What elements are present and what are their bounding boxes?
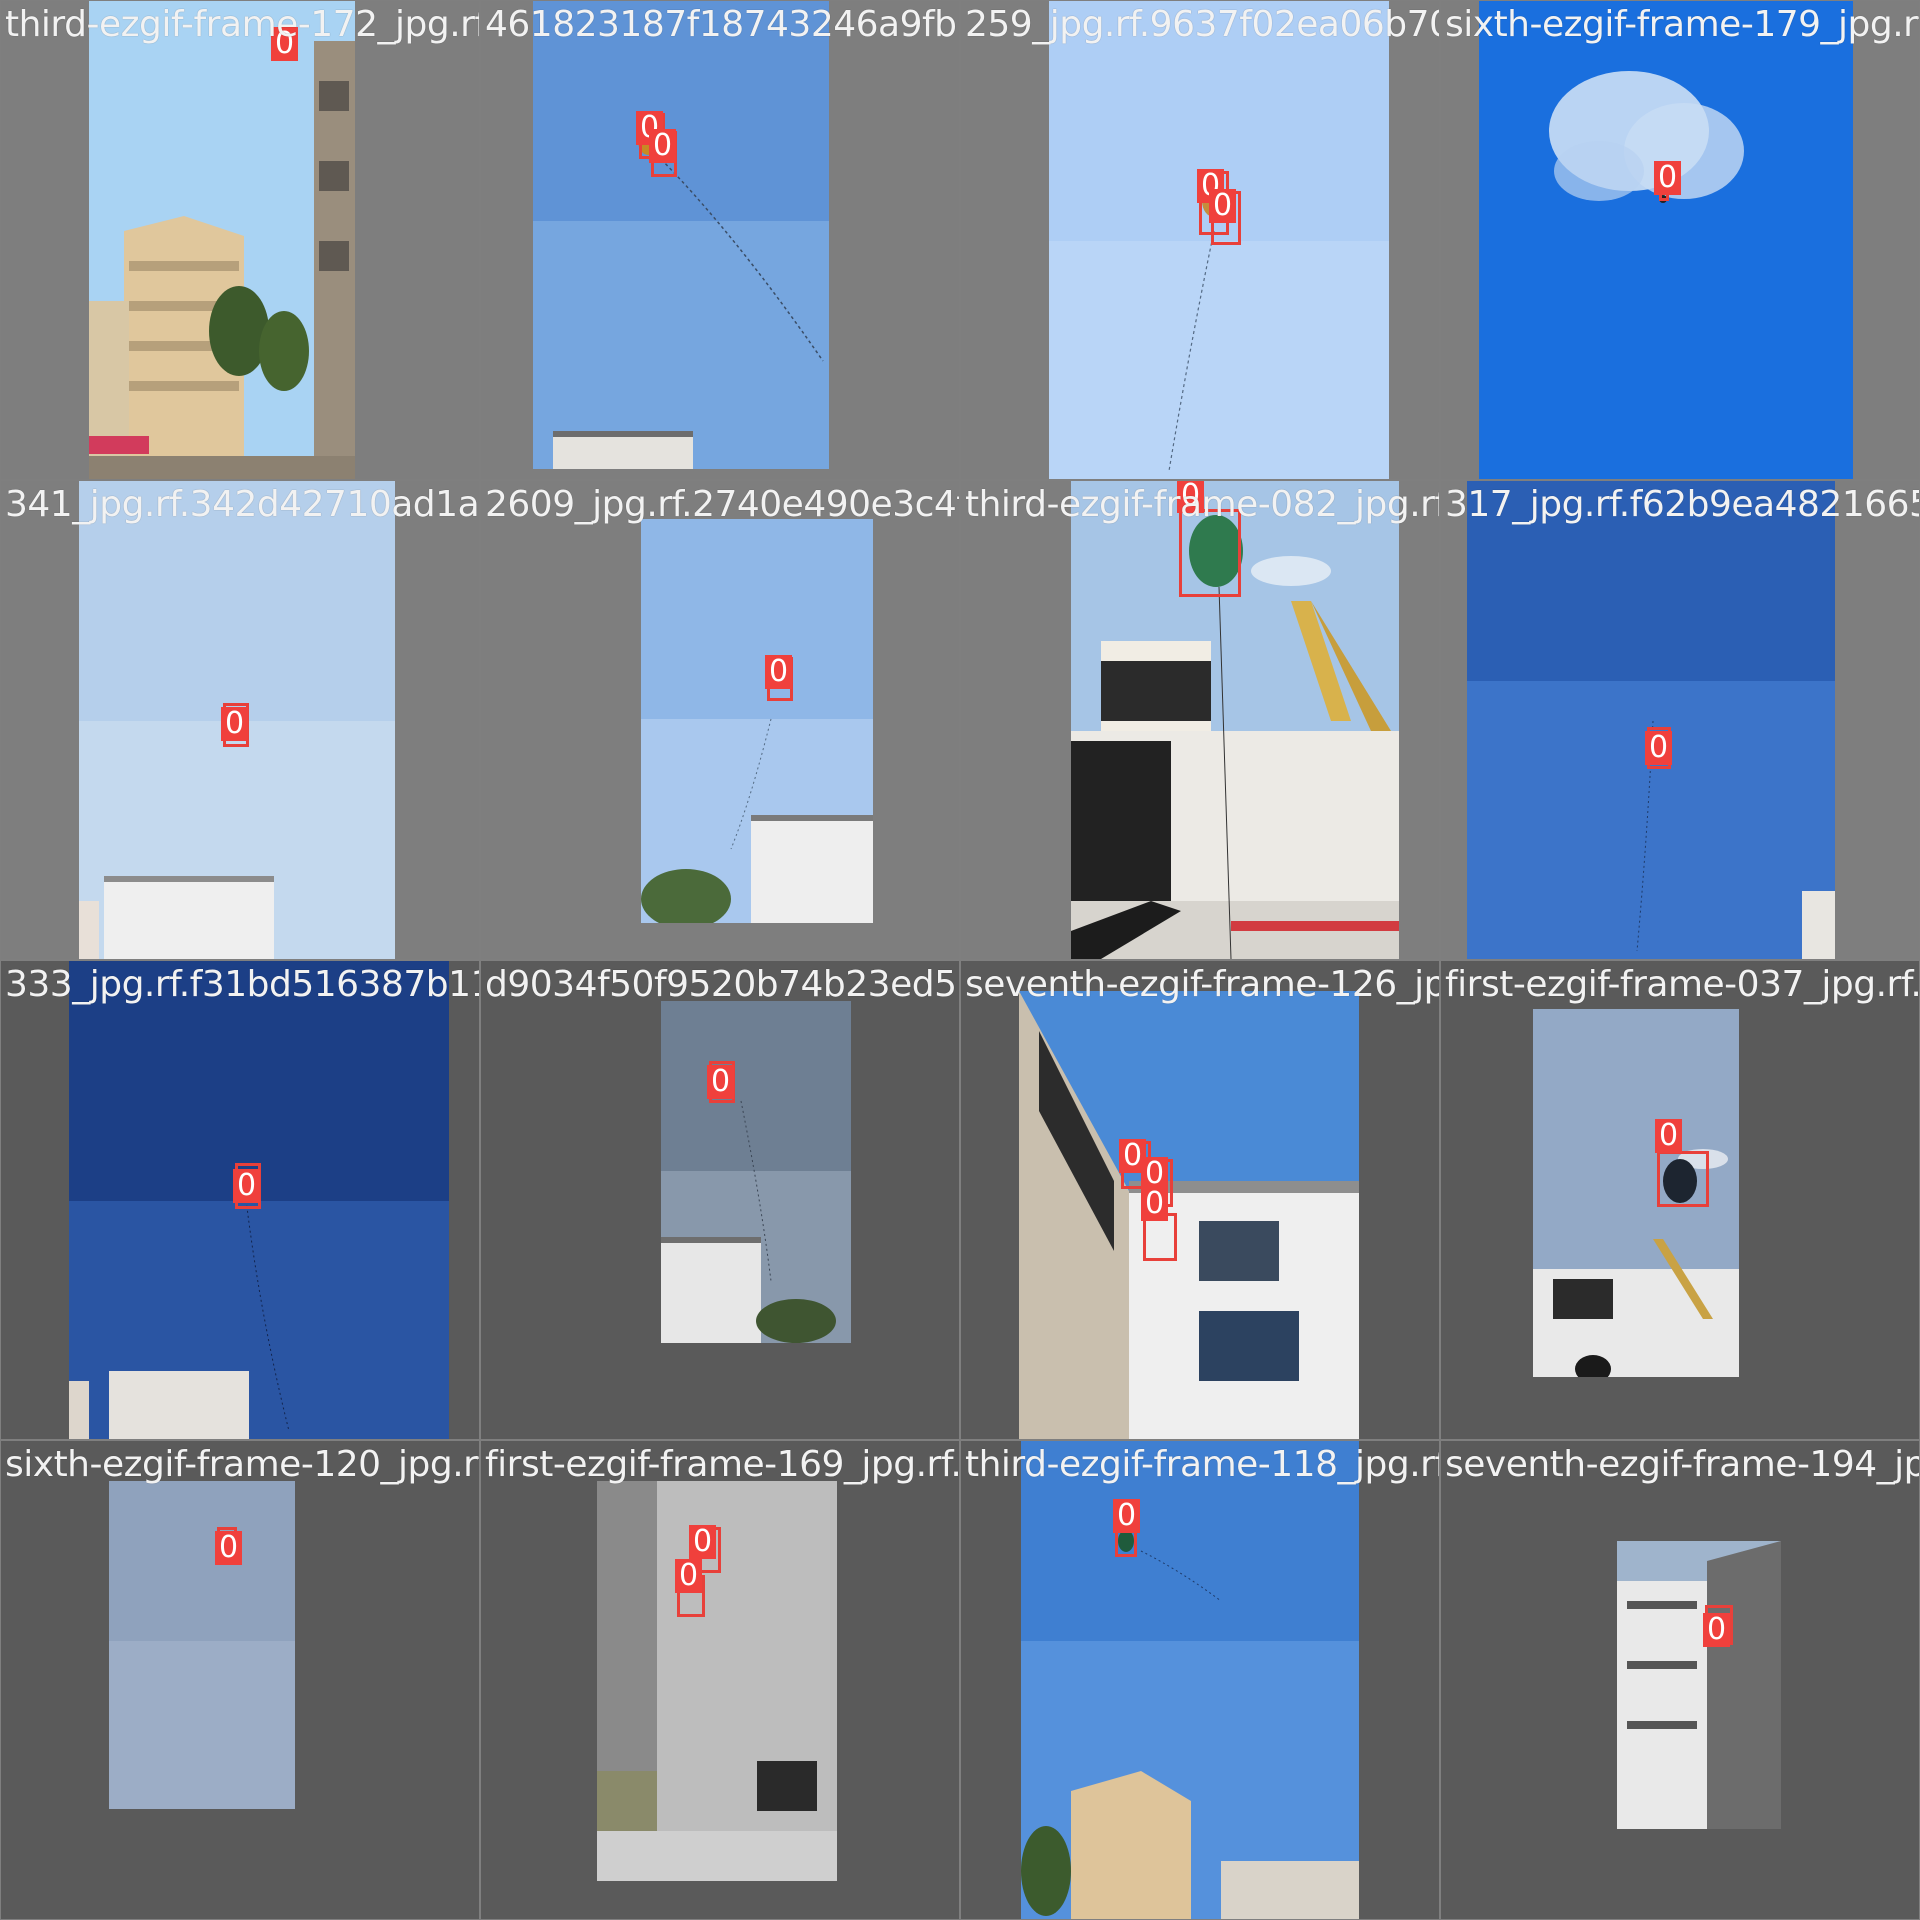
mosaic-tile: 0 0 0 seventh-ezgif-frame-126_jpg.rf.a [961, 961, 1439, 1439]
tile-photo [1479, 1, 1853, 479]
mosaic-tile: 0 0 461823187f18743246a9fbbcb259jpg.rf.9… [481, 1, 959, 479]
detection-label: 0 [1655, 1119, 1682, 1153]
image-filename: seventh-ezgif-frame-194_jpg [1445, 1445, 1919, 1485]
image-filename: 2609_jpg.rf.2740e490e3c4fe [485, 485, 959, 525]
tile-photo [1019, 991, 1359, 1439]
image-filename: 333_jpg.rf.f31bd516387b11 [5, 965, 479, 1005]
mosaic-tile: 0 0 first-ezgif-frame-169_jpg.rf.1 [481, 1441, 959, 1919]
tile-photo [661, 1001, 851, 1343]
detection-label: 0 [765, 655, 792, 689]
image-filename: 259_jpg.rf.9637f02ea06b70205sixth-ezgif-… [965, 5, 1439, 45]
image-filename: third-ezgif-frame-082_jpg.rf.6 [965, 485, 1439, 525]
detection-label: 0 [675, 1559, 702, 1593]
mosaic-tile: 0 d9034f50f9520b74b23ed51 [481, 961, 959, 1439]
tile-photo [109, 1481, 295, 1809]
mosaic-tile: 0 sixth-ezgif-frame-120_jpg.rf. [1, 1441, 479, 1919]
detection-label: 0 [649, 129, 676, 163]
image-filename: seventh-ezgif-frame-126_jpg.rf.a [965, 965, 1439, 1005]
mosaic-tile: 0 317_jpg.rf.f62b9ea4821665f [1441, 481, 1919, 959]
tile-photo [1467, 481, 1835, 959]
tile-photo [641, 519, 873, 923]
detection-label: 0 [221, 707, 248, 741]
detection-label: 0 [1654, 161, 1681, 195]
detection-label: 0 [1113, 1499, 1140, 1533]
tile-photo [533, 1, 829, 469]
detection-label: 0 [707, 1065, 734, 1099]
mosaic-tile: 0 third-ezgif-frame-118_jpg.rf. [961, 1441, 1439, 1919]
image-filename: sixth-ezgif-frame-179_jpg.rf. [1445, 5, 1919, 45]
detection-label: 0 [215, 1531, 242, 1565]
detection-label: 0 [1703, 1613, 1730, 1647]
detection-label: 0 [1209, 189, 1236, 223]
image-filename: d9034f50f9520b74b23ed51 [485, 965, 959, 1005]
image-filename: sixth-ezgif-frame-120_jpg.rf. [5, 1445, 479, 1485]
image-filename: 317_jpg.rf.f62b9ea4821665f [1445, 485, 1919, 525]
image-filename: first-ezgif-frame-037_jpg.rf.3 [1445, 965, 1919, 1005]
mosaic-tile: 0 first-ezgif-frame-037_jpg.rf.3 [1441, 961, 1919, 1439]
mosaic-tile: 0 2609_jpg.rf.2740e490e3c4fe [481, 481, 959, 959]
mosaic-tile: 0 341_jpg.rf.342d42710ad1aa [1, 481, 479, 959]
image-filename: third-ezgif-frame-172_jpg.rf.4618231187f… [5, 5, 479, 45]
image-filename: 341_jpg.rf.342d42710ad1aa [5, 485, 479, 525]
detection-label: 0 [1141, 1187, 1168, 1221]
tile-photo [1617, 1541, 1781, 1829]
image-filename: first-ezgif-frame-169_jpg.rf.1 [485, 1445, 959, 1485]
detection-label: 0 [233, 1169, 260, 1203]
image-filename: third-ezgif-frame-118_jpg.rf. [965, 1445, 1439, 1485]
detection-box [1657, 1151, 1709, 1207]
detection-label: 0 [689, 1525, 716, 1559]
mosaic-tile: 0 third-ezgif-frame-172_jpg.rf.461823118… [1, 1, 479, 479]
tile-photo [89, 1, 355, 479]
detection-label: 0 [1645, 731, 1672, 765]
mosaic-tile: 0 third-ezgif-frame-082_jpg.rf.6 [961, 481, 1439, 959]
mosaic-tile: 0 sixth-ezgif-frame-179_jpg.rf. [1441, 1, 1919, 479]
mosaic-tile: 0 333_jpg.rf.f31bd516387b11 [1, 961, 479, 1439]
tile-photo [1021, 1441, 1359, 1919]
mosaic-tile: 0 seventh-ezgif-frame-194_jpg [1441, 1441, 1919, 1919]
image-filename: 461823187f18743246a9fbbcb259jpg.rf.9637f… [485, 5, 959, 45]
mosaic-tile: 0 0 259_jpg.rf.9637f02ea06b70205sixth-ez… [961, 1, 1439, 479]
